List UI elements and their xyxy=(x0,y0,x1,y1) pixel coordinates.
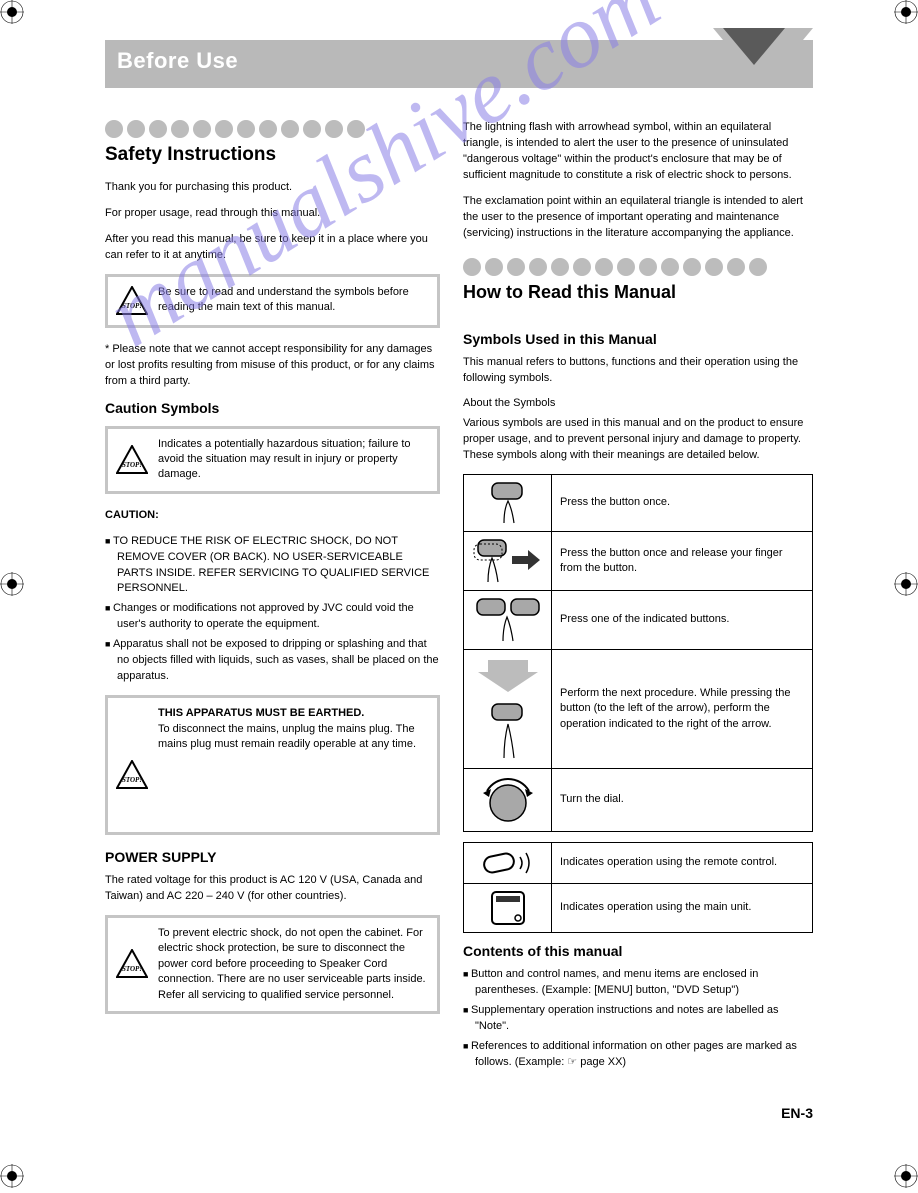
reg-mark-bl xyxy=(0,1164,24,1188)
svg-text:STOP!: STOP! xyxy=(122,965,142,973)
svg-text:STOP!: STOP! xyxy=(122,776,142,784)
next-procedure-desc: Perform the next procedure. While pressi… xyxy=(552,650,813,769)
stop-icon: STOP! xyxy=(116,949,148,979)
attn3-line2: To disconnect the mains, unplug the main… xyxy=(158,723,416,750)
press-once-desc: Press the button once. xyxy=(552,475,813,532)
about-symbols-title: About the Symbols xyxy=(463,396,813,412)
symbol-table-2: Indicates operation using the remote con… xyxy=(463,842,813,933)
dot-divider xyxy=(105,120,440,138)
attention-box-4: STOP! To prevent electric shock, do not … xyxy=(105,915,440,1014)
attention-box-1: STOP! Be sure to read and understand the… xyxy=(105,274,440,328)
right-column: The lightning flash with arrowhead symbo… xyxy=(463,120,813,1075)
remote-icon xyxy=(464,843,552,884)
intro-3: After you read this manual, be sure to k… xyxy=(105,232,440,264)
caution-point-3: Apparatus shall not be exposed to drippi… xyxy=(105,637,440,685)
press-one-of-desc: Press one of the indicated buttons. xyxy=(552,591,813,650)
attention-box-2: STOP! Indicates a potentially hazardous … xyxy=(105,426,440,494)
left-section-title: Safety Instructions xyxy=(105,144,440,166)
reg-mark-ml xyxy=(0,572,24,596)
page-number: EN-3 xyxy=(781,1105,813,1121)
power-supply-title: POWER SUPPLY xyxy=(105,849,440,865)
intro-2: For proper usage, read through this manu… xyxy=(105,206,440,222)
stop-icon: STOP! xyxy=(116,286,148,316)
left-column: Safety Instructions Thank you for purcha… xyxy=(105,120,440,1028)
svg-text:STOP!: STOP! xyxy=(122,461,142,469)
reg-mark-tl xyxy=(0,0,24,24)
attn1-text: Be sure to read and understand the symbo… xyxy=(158,286,409,313)
caution-point-2: Changes or modifications not approved by… xyxy=(105,601,440,633)
about-symbols-para: Various symbols are used in this manual … xyxy=(463,416,813,464)
contents-bullet-1: Button and control names, and menu items… xyxy=(463,967,813,999)
contents-sub: Contents of this manual xyxy=(463,943,813,959)
dot-divider xyxy=(463,258,813,276)
press-once-icon xyxy=(464,475,552,532)
reg-mark-mr xyxy=(894,572,918,596)
page-content: Before Use Safety Instructions Thank you… xyxy=(105,40,813,118)
header-bar: Before Use xyxy=(105,40,813,88)
symbol-table-1: Press the button once. Press the button … xyxy=(463,474,813,832)
attention-box-3: STOP! THIS APPARATUS MUST BE EARTHED. To… xyxy=(105,695,440,835)
reg-mark-tr xyxy=(894,0,918,24)
next-procedure-icon xyxy=(464,650,552,769)
contents-bullet-3: References to additional information on … xyxy=(463,1039,813,1071)
right-p2: The exclamation point within an equilate… xyxy=(463,194,813,242)
header-triangle-icon xyxy=(713,28,813,88)
svg-text:STOP!: STOP! xyxy=(122,302,142,310)
turn-dial-icon xyxy=(464,769,552,832)
attn2-text: Indicates a potentially hazardous situat… xyxy=(158,438,411,481)
caution-symbols-title: Caution Symbols xyxy=(105,400,440,416)
right-section-title: How to Read this Manual xyxy=(463,282,813,303)
note-1: * Please note that we cannot accept resp… xyxy=(105,342,440,390)
press-one-of-icon xyxy=(464,591,552,650)
intro-1: Thank you for purchasing this product. xyxy=(105,180,440,196)
caution-point-1: TO REDUCE THE RISK OF ELECTRIC SHOCK, DO… xyxy=(105,534,440,598)
power-supply-para: The rated voltage for this product is AC… xyxy=(105,873,440,905)
attn4-text: To prevent electric shock, do not open t… xyxy=(158,927,426,1001)
main-unit-icon xyxy=(464,884,552,933)
press-release-icon xyxy=(464,532,552,591)
reg-mark-br xyxy=(894,1164,918,1188)
remote-desc: Indicates operation using the remote con… xyxy=(552,843,813,884)
caution-heading: CAUTION: xyxy=(105,508,440,524)
press-release-desc: Press the button once and release your f… xyxy=(552,532,813,591)
right-sub1: Symbols Used in this Manual xyxy=(463,331,813,347)
attn3-line1: THIS APPARATUS MUST BE EARTHED. xyxy=(158,707,364,719)
turn-dial-desc: Turn the dial. xyxy=(552,769,813,832)
right-sub1-para: This manual refers to buttons, functions… xyxy=(463,355,813,387)
stop-icon: STOP! xyxy=(116,760,148,790)
contents-bullet-2: Supplementary operation instructions and… xyxy=(463,1003,813,1035)
main-unit-desc: Indicates operation using the main unit. xyxy=(552,884,813,933)
stop-icon: STOP! xyxy=(116,445,148,475)
right-p1: The lightning flash with arrowhead symbo… xyxy=(463,120,813,184)
header-title: Before Use xyxy=(117,48,238,74)
